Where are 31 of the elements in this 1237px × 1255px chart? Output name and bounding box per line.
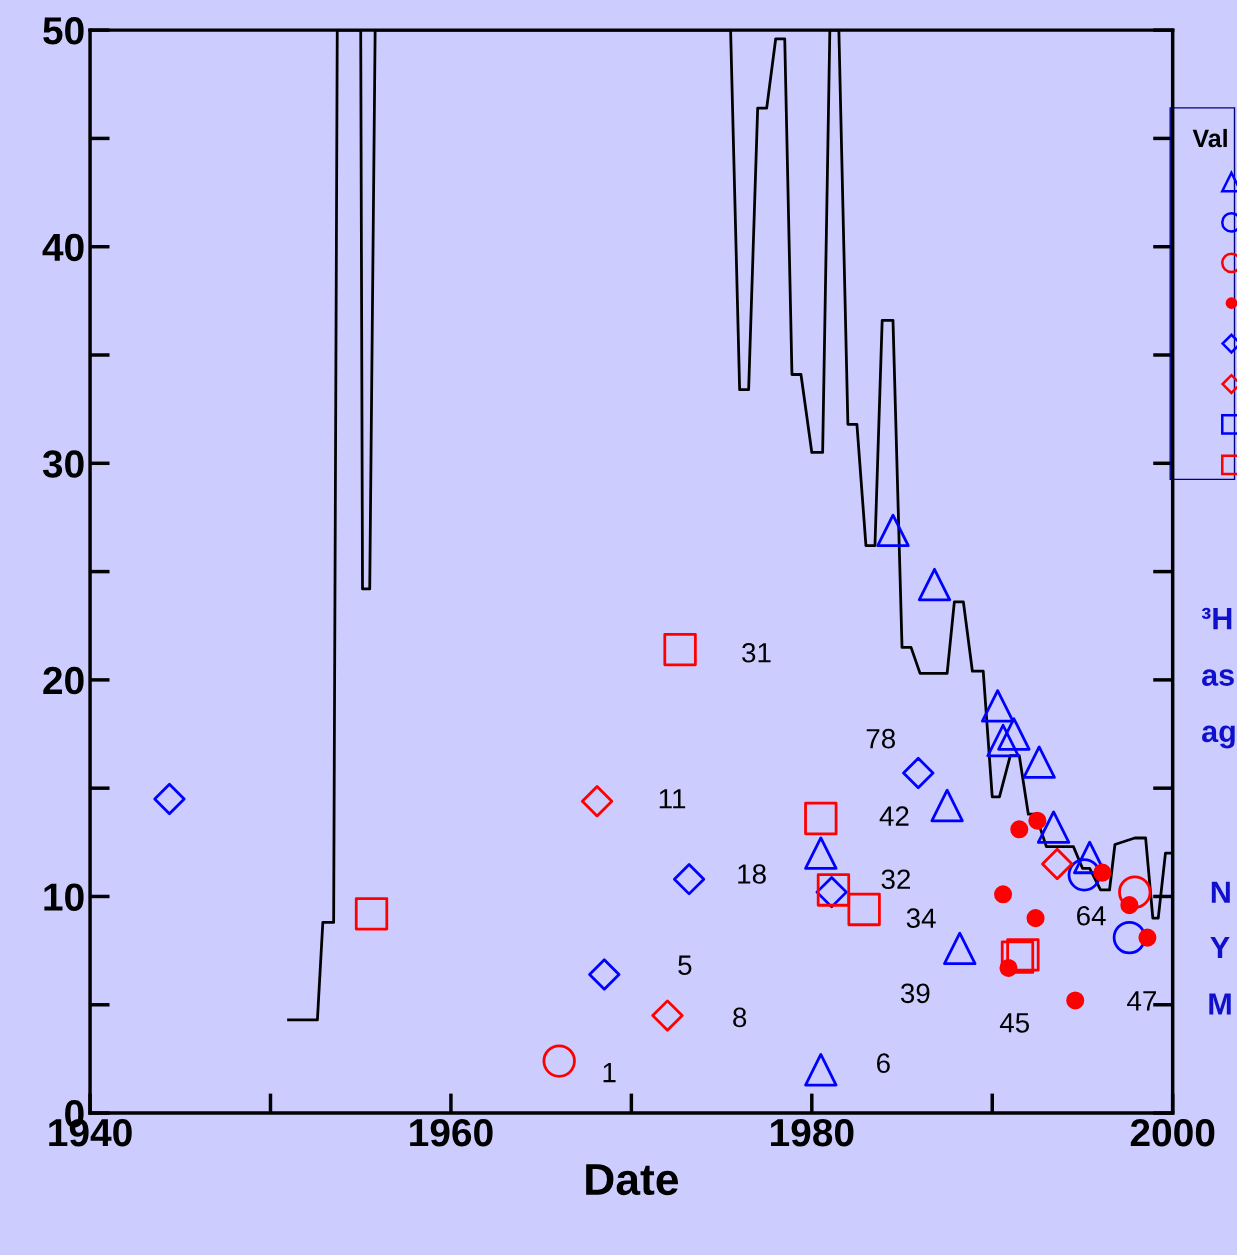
annotation: 31: [742, 642, 771, 663]
annotation: 47: [1127, 991, 1156, 1011]
annotation: 45: [999, 1013, 1030, 1033]
x-axis-title: Date: [586, 1164, 679, 1196]
annotation: 34: [906, 908, 936, 929]
annotation: 39: [900, 983, 930, 1004]
text: ³H: [1201, 607, 1232, 630]
x-tick-label: 1980: [771, 1118, 854, 1147]
annotation: 18: [738, 864, 766, 884]
annotation: 5: [678, 955, 692, 975]
x-tick-label: 1960: [410, 1118, 493, 1147]
annotation: 42: [879, 806, 909, 826]
annotation: 6: [877, 1053, 890, 1074]
text: ag: [1202, 725, 1235, 749]
text: Val: [1192, 128, 1227, 148]
annotation: 64: [1077, 905, 1106, 926]
y-tick-label: 30: [42, 450, 84, 478]
y-tick-label: 40: [42, 233, 84, 262]
y-tick-label: 20: [43, 666, 84, 695]
text: M: [1209, 993, 1231, 1015]
text: N: [1211, 881, 1230, 903]
text: Y: [1210, 936, 1230, 958]
annotation: 8: [733, 1007, 747, 1028]
annotation: 78: [866, 728, 895, 749]
annotation: 32: [881, 869, 911, 890]
annotation: 11: [659, 789, 686, 809]
x-tick-label: 2000: [1130, 1118, 1215, 1147]
text: as: [1202, 669, 1234, 686]
y-tick-label: 50: [43, 17, 84, 45]
annotation: 1: [603, 1063, 616, 1083]
y-tick-label: 10: [44, 883, 84, 911]
